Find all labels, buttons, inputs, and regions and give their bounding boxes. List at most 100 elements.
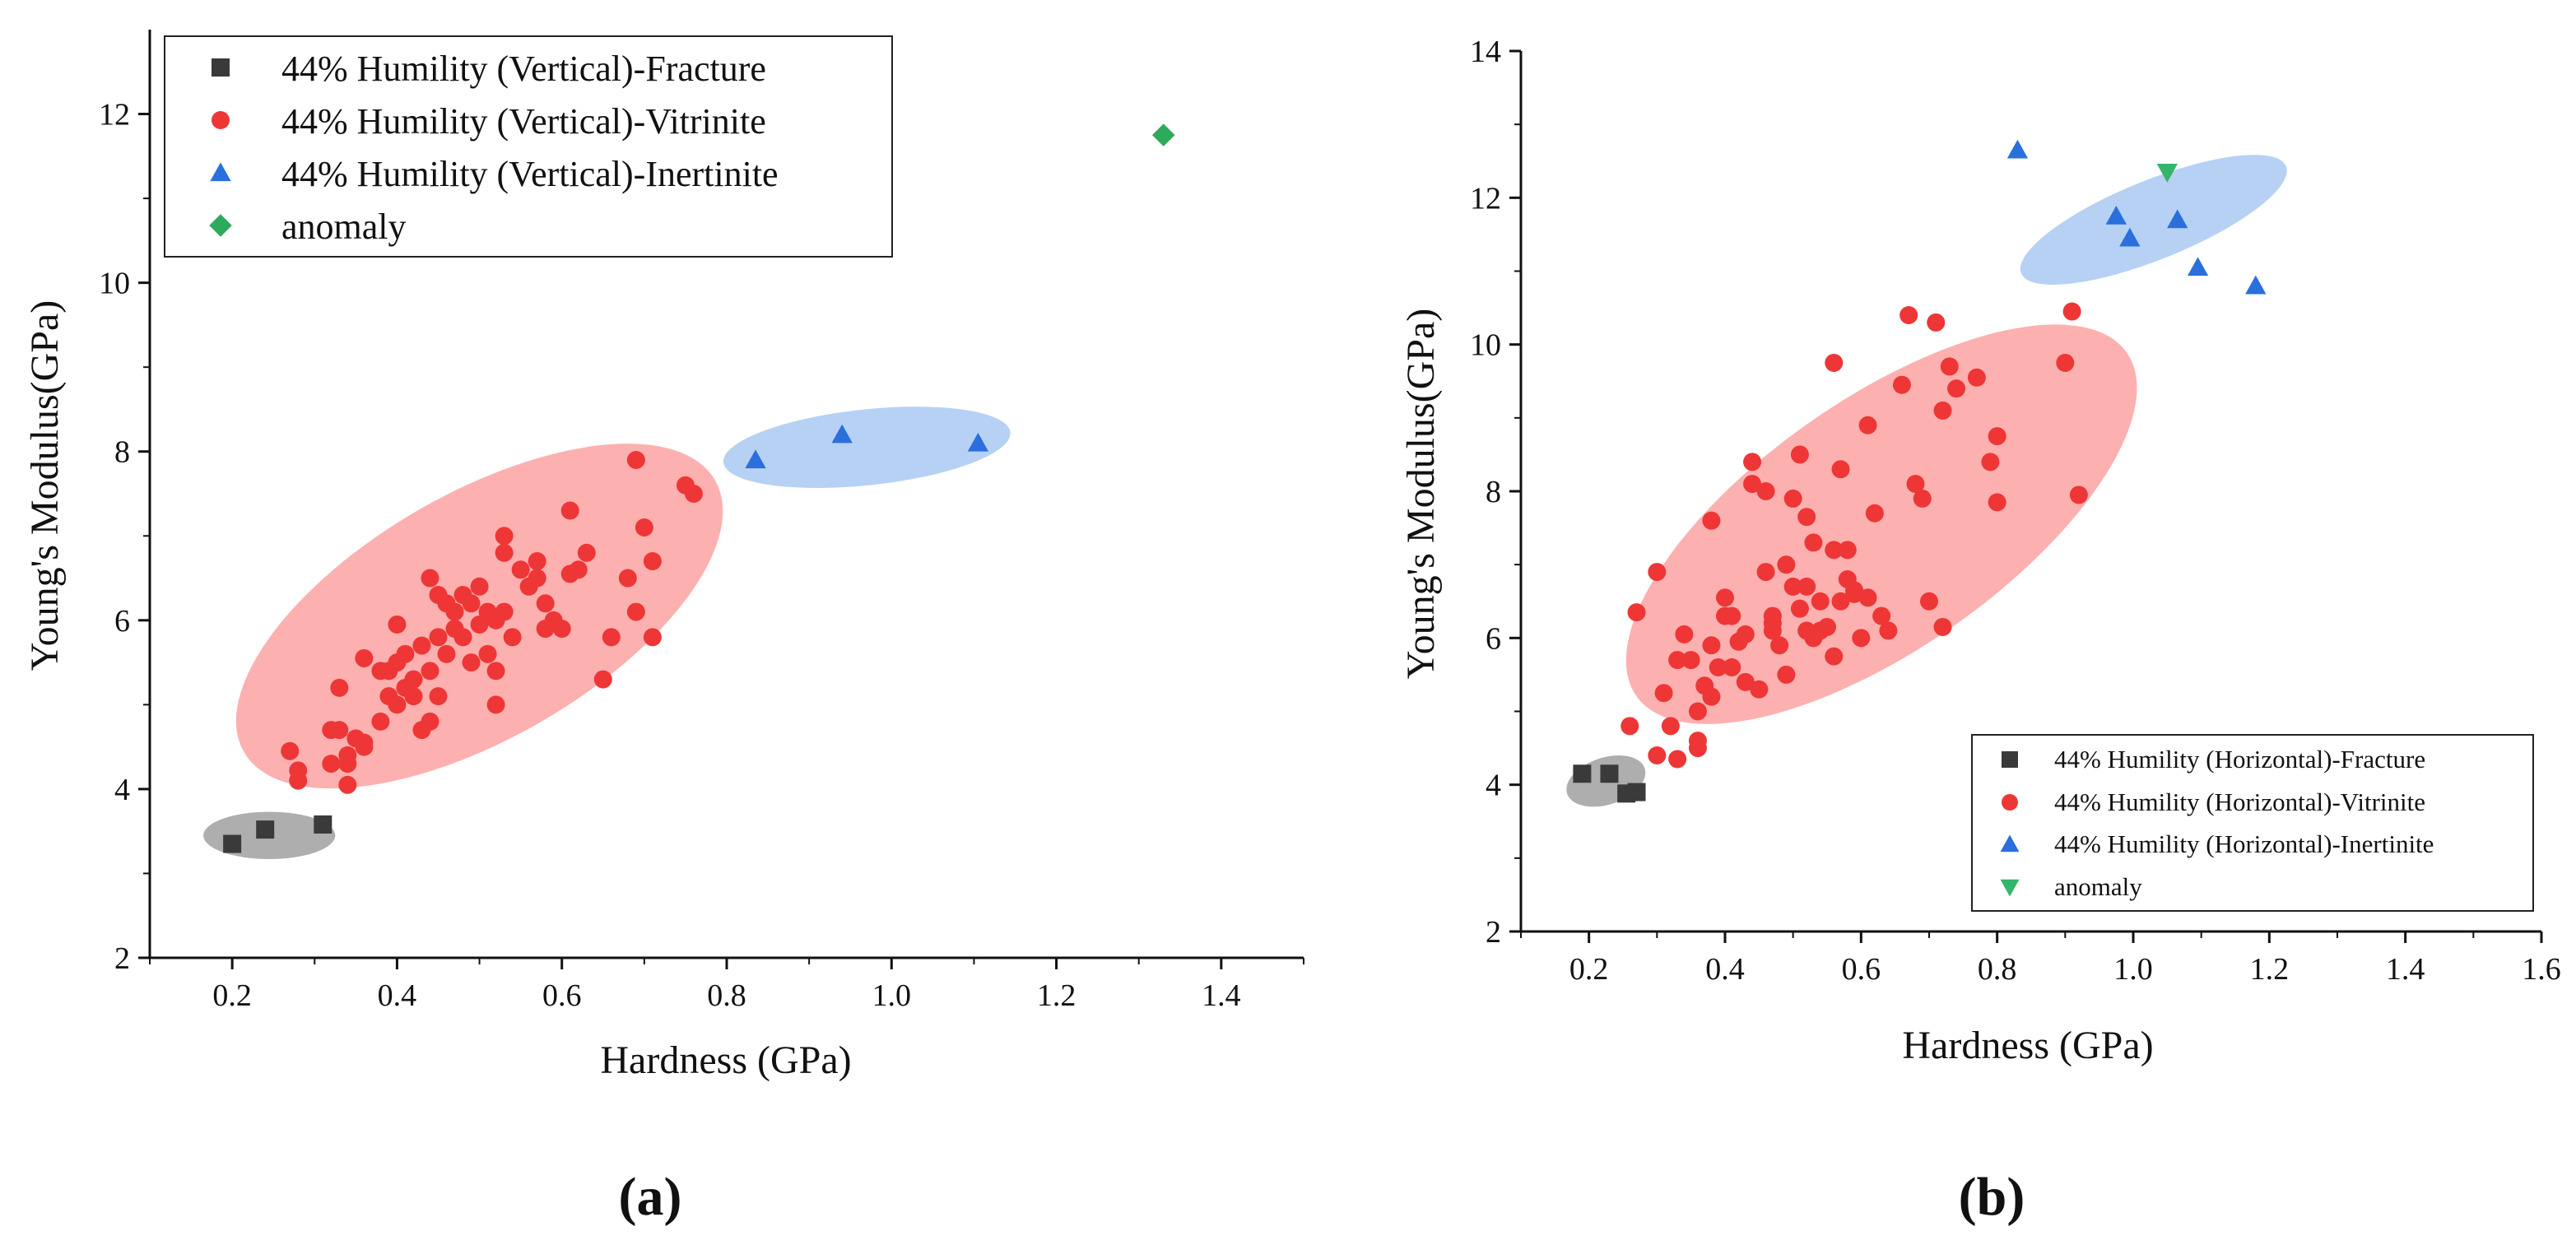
data-point-vitrinite (1702, 687, 1721, 706)
data-point-vitrinite (1756, 563, 1775, 582)
data-point-vitrinite (2069, 485, 2088, 504)
y-tick-label: 14 (1470, 35, 1501, 69)
data-point-vitrinite (1858, 588, 1877, 607)
data-point-vitrinite (495, 543, 514, 562)
data-point-vitrinite (1933, 401, 1952, 420)
data-point-vitrinite (1783, 577, 1802, 596)
legend: 44% Humility (Horizontal)-Fracture 44% H… (1971, 734, 2534, 912)
legend-box (164, 35, 893, 258)
x-tick-label: 1.6 (2522, 952, 2561, 987)
data-point-vitrinite (421, 662, 439, 681)
y-tick-label: 4 (1486, 769, 1501, 803)
data-point-vitrinite (1777, 665, 1796, 684)
data-point-vitrinite (1648, 746, 1667, 764)
legend: 44% Humility (Vertical)-Fracture 44% Hum… (164, 35, 893, 258)
zones (1566, 155, 2287, 807)
data-point-vitrinite (1723, 658, 1741, 676)
legend-entry-vitrinite: 44% Humility (Horizontal)-Vitrinite (2054, 787, 2425, 816)
data-point-vitrinite (1797, 577, 1816, 596)
data-point-vitrinite (1838, 541, 1857, 560)
legend-entry-inertinite: 44% Humility (Vertical)-Inertinite (281, 154, 779, 194)
x-tick-label: 0.6 (542, 978, 582, 1013)
panel-label-b: (b) (1959, 1167, 2025, 1227)
data-point-vitrinite (1899, 306, 1918, 324)
data-point-vitrinite (577, 543, 596, 562)
data-point-vitrinite (1709, 658, 1727, 676)
data-point-vitrinite (1702, 511, 1721, 530)
y-tick-label: 8 (1486, 475, 1501, 509)
x-tick-label: 1.4 (2386, 952, 2425, 987)
data-point-vitrinite (437, 644, 456, 663)
zone-inertinite (723, 406, 1011, 489)
legend-marker-vitrinite (212, 111, 230, 129)
data-point-inertinite (2119, 227, 2141, 247)
axes (138, 30, 1304, 969)
y-tick-label: 10 (1470, 328, 1501, 363)
panel-label-a: (a) (619, 1167, 682, 1227)
data-point-vitrinite (421, 569, 439, 588)
data-point-vitrinite (355, 737, 374, 756)
data-point-vitrinite (1831, 460, 1850, 479)
data-point-vitrinite (1831, 592, 1850, 611)
data-point-vitrinite (412, 636, 431, 655)
data-point-vitrinite (684, 485, 703, 503)
x-tick-label: 0.2 (1569, 952, 1609, 987)
data-point-fracture (256, 820, 275, 839)
data-point-vitrinite (602, 628, 621, 647)
data-point-vitrinite (322, 755, 341, 773)
data-point-vitrinite (528, 569, 546, 588)
panel-a: 0.2 0.4 0.6 0.8 1.0 1.2 1.4 2 4 6 8 10 12 Hardness (… (23, 30, 1304, 1227)
data-point-vitrinite (1981, 453, 2000, 472)
data-point-vitrinite (330, 721, 349, 740)
data-point-vitrinite (1825, 353, 1844, 372)
data-point-vitrinite (1913, 489, 1932, 508)
data-point-vitrinite (1654, 684, 1673, 703)
data-point-vitrinite (1852, 629, 1871, 648)
data-point-inertinite (967, 432, 989, 452)
data-point-vitrinite (486, 695, 505, 714)
data-point-vitrinite (1763, 614, 1782, 633)
data-point-vitrinite (1825, 647, 1844, 666)
data-point-vitrinite (1988, 427, 2006, 446)
data-point-vitrinite (1627, 603, 1646, 622)
zones (203, 406, 1011, 860)
data-point-vitrinite (421, 712, 439, 731)
data-point-vitrinite (1879, 621, 1898, 640)
legend-marker-fracture (2002, 751, 2018, 768)
legend-entry-anomaly: anomaly (281, 207, 407, 247)
data-point-vitrinite (552, 620, 571, 639)
y-tick-label: 8 (114, 435, 130, 470)
data-points (223, 123, 1175, 853)
data-point-vitrinite (1716, 588, 1734, 607)
data-point-fracture (223, 834, 242, 853)
data-point-vitrinite (1777, 555, 1796, 574)
tick-labels: 0.2 0.4 0.6 0.8 1.0 1.2 1.4 1.6 2 4 6 8 10 12 14 (1470, 35, 2561, 987)
x-tick-label: 1.2 (1037, 978, 1076, 1013)
data-point-vitrinite (330, 678, 349, 697)
data-point-vitrinite (1675, 625, 1694, 643)
data-points (1573, 139, 2267, 803)
x-tick-label: 0.8 (707, 978, 746, 1013)
data-point-fracture (1573, 764, 1592, 783)
data-point-vitrinite (1668, 651, 1687, 670)
panel-b: 0.2 0.4 0.6 0.8 1.0 1.2 1.4 1.6 2 4 6 8 10 12 14 Hardn… (1399, 35, 2561, 1227)
data-point-vitrinite (338, 775, 357, 794)
data-point-inertinite (2006, 139, 2029, 159)
legend-entry-anomaly: anomaly (2054, 872, 2142, 901)
data-point-vitrinite (1750, 680, 1769, 699)
data-point-vitrinite (1688, 732, 1707, 750)
data-point-inertinite (2245, 275, 2267, 295)
axes (1509, 49, 2543, 943)
data-point-vitrinite (1790, 599, 1809, 618)
data-point-vitrinite (1892, 375, 1911, 394)
data-point-vitrinite (388, 695, 407, 714)
data-point-vitrinite (1790, 445, 1809, 464)
x-tick-label: 0.8 (1978, 952, 2017, 987)
data-point-vitrinite (1723, 606, 1741, 625)
data-point-vitrinite (404, 670, 423, 689)
data-point-vitrinite (626, 450, 645, 469)
data-point-vitrinite (1797, 508, 1816, 527)
data-point-anomaly (1152, 123, 1175, 146)
x-tick-label: 0.4 (378, 978, 417, 1013)
